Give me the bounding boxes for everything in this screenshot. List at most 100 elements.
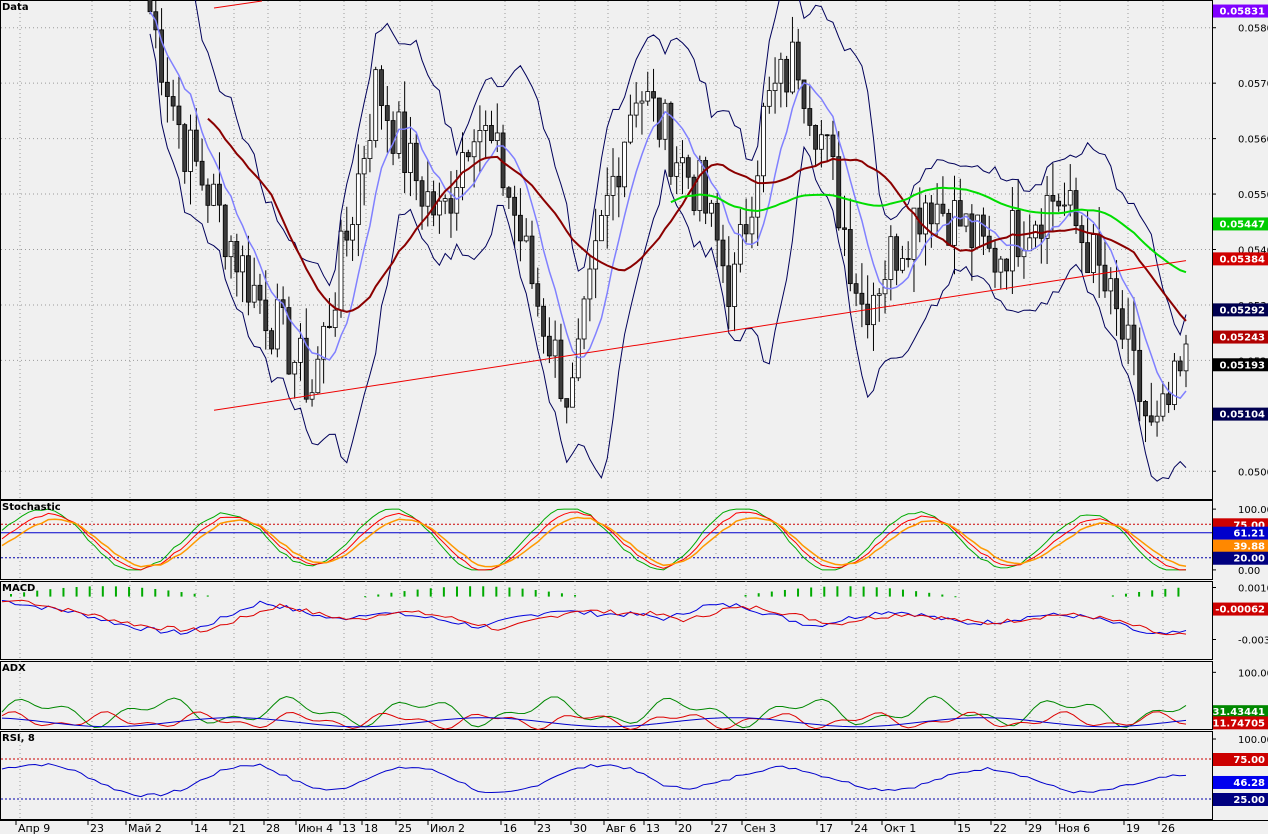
candle-body <box>1085 242 1091 273</box>
macd-histogram-bar <box>888 588 891 597</box>
x-tick-label: 25 <box>398 822 412 834</box>
candle-body <box>477 130 483 143</box>
x-tick-label: 15 <box>957 822 971 834</box>
macd-histogram-bar <box>416 589 419 597</box>
stoch-tag-bg <box>1213 539 1268 553</box>
candle-body <box>709 202 714 214</box>
price-tag: 0.05193 <box>1219 360 1265 371</box>
candle-body <box>222 204 228 258</box>
macd-histogram-bar <box>128 586 131 597</box>
candle-body <box>1166 393 1172 405</box>
candle-body <box>784 58 790 93</box>
candle-body <box>425 191 431 207</box>
pane-frame-rsi <box>0 731 1213 820</box>
adx-tag-bg <box>1213 705 1268 719</box>
candle-body <box>217 183 222 206</box>
candle-body <box>888 236 894 280</box>
macd-histogram-bar <box>574 595 577 597</box>
candle-body <box>842 227 847 230</box>
candle-body <box>1102 264 1108 292</box>
adx-minus-di <box>1 711 1187 731</box>
candle-body <box>303 337 309 400</box>
price-tag-bg <box>1213 252 1268 266</box>
macd-histogram-bar <box>941 594 944 597</box>
candle-body <box>975 214 981 248</box>
candle-body <box>593 240 599 270</box>
candle-body <box>766 90 772 107</box>
x-tick-label: Окт 1 <box>884 822 916 834</box>
candle-body <box>257 284 263 301</box>
trendline <box>213 260 1187 411</box>
rsi-tag: 46.28 <box>1233 778 1265 789</box>
candle-body <box>1044 195 1050 239</box>
candle-body <box>518 214 523 242</box>
macd-histogram-bar <box>482 586 485 597</box>
candle-body <box>1143 401 1148 417</box>
x-tick-label: 29 <box>1028 822 1042 834</box>
rsi-tag: 25.00 <box>1233 795 1265 806</box>
candle-body <box>1079 225 1085 244</box>
candle-body <box>367 140 373 159</box>
candle-body <box>494 132 500 141</box>
bollinger-lower <box>149 33 1187 482</box>
price-tag-bg <box>1213 217 1268 231</box>
macd-histogram-bar <box>744 594 747 597</box>
candle-body <box>309 392 315 400</box>
candle-body <box>535 283 541 307</box>
x-tick-label: 16 <box>503 822 517 834</box>
candle-body <box>957 200 963 227</box>
candle-body <box>355 173 361 225</box>
candle-body <box>1172 360 1177 405</box>
macd-histogram-bar <box>206 595 209 597</box>
candle-body <box>506 187 512 198</box>
candle-body <box>384 105 390 121</box>
candle-body <box>292 361 298 375</box>
candle-body <box>876 293 882 296</box>
candle-body <box>813 124 818 150</box>
candle-body <box>755 175 761 218</box>
macd-histogram-bar <box>36 590 39 597</box>
macd-histogram-bar <box>429 588 432 597</box>
candle-body <box>274 299 280 350</box>
rsi-tag-bg <box>1213 793 1268 806</box>
candle-body <box>616 175 622 188</box>
candle-body <box>836 156 842 229</box>
x-tick-label: 17 <box>819 822 833 834</box>
x-tick-label: 28 <box>266 822 280 834</box>
candle-body <box>176 105 182 126</box>
candle-body <box>454 187 460 214</box>
adx-pane-label: ADX <box>2 663 26 674</box>
x-tick-label: Июл 2 <box>430 822 465 834</box>
sma-long <box>670 186 1187 274</box>
candle-body <box>269 330 274 350</box>
candle-body <box>639 100 645 104</box>
stoch-tag-bg <box>1213 526 1268 540</box>
candle-body <box>1062 204 1067 207</box>
macd-histogram-bar <box>1177 587 1180 597</box>
candle-body <box>900 258 905 271</box>
candle-body <box>327 325 332 328</box>
macd-histogram-bar <box>954 596 957 598</box>
adx-tag: 31.43441 <box>1212 707 1265 718</box>
macd-line <box>1 600 1187 635</box>
price-tag: 0.05447 <box>1219 219 1265 230</box>
candle-body <box>1183 343 1189 372</box>
macd-histogram-bar <box>770 591 773 597</box>
candle-body <box>674 162 680 177</box>
macd-histogram-bar <box>797 588 800 597</box>
pane-frame-stoch <box>0 500 1213 580</box>
candle-body <box>413 142 419 182</box>
candle-body <box>1015 210 1021 258</box>
macd-histogram-bar <box>377 594 380 597</box>
candle-body <box>251 284 257 303</box>
sma-short <box>149 11 1187 400</box>
candle-body <box>761 105 766 177</box>
candle-body <box>442 198 448 202</box>
candle-body <box>668 102 674 177</box>
candle-body <box>1177 360 1183 372</box>
candle-body <box>164 81 170 97</box>
candle-body <box>1114 278 1119 310</box>
candle-body <box>350 224 355 241</box>
candle-body <box>969 213 975 248</box>
